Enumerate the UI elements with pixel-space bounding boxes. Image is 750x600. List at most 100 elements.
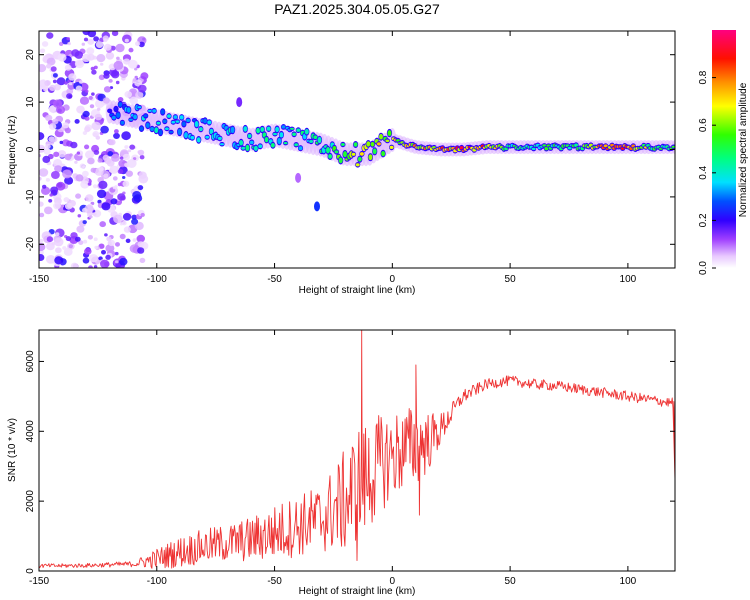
ridge-core bbox=[133, 114, 138, 120]
noise-blob bbox=[41, 186, 51, 195]
noise-blob bbox=[119, 156, 124, 160]
noise-blob bbox=[114, 251, 119, 256]
ridge-core bbox=[283, 142, 288, 145]
noise-blob bbox=[138, 174, 149, 184]
noise-blob bbox=[74, 160, 78, 164]
noise-blob bbox=[131, 218, 139, 225]
noise-blob bbox=[91, 69, 97, 75]
x-tick-label: 50 bbox=[505, 576, 517, 587]
noise-blob bbox=[128, 47, 134, 53]
ridge-core bbox=[372, 148, 377, 155]
noise-blob bbox=[111, 153, 120, 162]
noise-blob bbox=[62, 169, 72, 179]
ridge-core bbox=[277, 138, 282, 145]
noise-blob bbox=[54, 256, 64, 265]
noise-blob bbox=[122, 176, 126, 179]
noise-blob bbox=[96, 107, 101, 111]
noise-blob bbox=[89, 104, 95, 109]
noise-blob bbox=[132, 238, 137, 242]
noise-blob bbox=[84, 116, 90, 121]
noise-blob bbox=[92, 212, 97, 216]
ridge-core bbox=[266, 126, 271, 131]
ridge-core bbox=[139, 126, 144, 131]
noise-blob bbox=[52, 73, 58, 78]
ridge-core bbox=[256, 127, 261, 134]
noise-blob bbox=[124, 91, 132, 98]
noise-blob bbox=[82, 257, 90, 264]
noise-blob bbox=[39, 132, 45, 141]
ridge-core bbox=[179, 115, 184, 120]
noise-blob bbox=[98, 74, 105, 81]
ridge-core bbox=[270, 143, 275, 148]
noise-blob bbox=[130, 189, 134, 193]
ridge-core bbox=[459, 146, 464, 150]
noise-blob bbox=[109, 165, 119, 174]
noise-blob bbox=[123, 58, 131, 65]
ridge-core bbox=[181, 121, 186, 127]
noise-blob bbox=[98, 180, 108, 190]
ridge-core bbox=[120, 120, 125, 125]
noise-blob bbox=[93, 149, 100, 155]
colorbar-tick-label: 0.8 bbox=[698, 70, 709, 84]
ridge-core bbox=[173, 115, 178, 119]
noise-blob bbox=[78, 240, 84, 246]
noise-blob bbox=[49, 84, 56, 91]
noise-blob bbox=[123, 226, 131, 233]
noise-blob bbox=[84, 248, 92, 255]
noise-blob bbox=[115, 260, 119, 264]
ridge-core bbox=[298, 146, 303, 151]
noise-blob bbox=[92, 132, 98, 137]
noise-blob bbox=[111, 31, 119, 37]
noise-blob bbox=[82, 170, 89, 177]
noise-blob bbox=[40, 48, 46, 54]
ridge-core bbox=[253, 145, 258, 151]
noise-blob bbox=[64, 81, 68, 85]
ridge-core bbox=[217, 136, 222, 141]
noise-blob bbox=[53, 159, 63, 168]
noise-blob bbox=[103, 43, 112, 51]
noise-blob bbox=[117, 169, 124, 174]
noise-blob bbox=[39, 201, 44, 207]
noise-blob bbox=[68, 73, 77, 81]
noise-blob bbox=[52, 99, 63, 108]
noise-blob bbox=[87, 53, 95, 61]
noise-blob bbox=[52, 118, 59, 125]
noise-blob bbox=[75, 174, 84, 182]
noise-blob bbox=[119, 222, 124, 226]
ridge-core bbox=[294, 143, 299, 147]
noise-blob bbox=[105, 254, 111, 260]
noise-blob bbox=[76, 105, 85, 114]
ridge-core bbox=[198, 127, 203, 132]
noise-blob bbox=[92, 184, 98, 189]
colorbar-tick-label: 0.2 bbox=[698, 213, 709, 227]
x-tick-label: -50 bbox=[267, 274, 282, 285]
noise-blob bbox=[111, 70, 120, 79]
ridge-core bbox=[326, 147, 330, 154]
noise-blob bbox=[133, 194, 143, 203]
ridge-core bbox=[343, 151, 347, 158]
noise-blob bbox=[96, 189, 107, 199]
noise-blob bbox=[82, 110, 90, 118]
noise-blob bbox=[135, 91, 144, 99]
snr-y-label: SNR (10 * v/v) bbox=[7, 418, 18, 482]
ridge-core bbox=[137, 106, 142, 109]
noise-blob bbox=[103, 86, 111, 93]
noise-blob bbox=[66, 93, 73, 99]
ridge-core bbox=[154, 127, 159, 134]
ridge-core bbox=[186, 118, 191, 123]
noise-blob bbox=[94, 245, 99, 250]
noise-blob bbox=[140, 212, 145, 217]
noise-blob bbox=[70, 262, 79, 268]
noise-blob bbox=[44, 80, 51, 86]
noise-blob bbox=[115, 80, 120, 85]
noise-blob bbox=[103, 38, 108, 43]
ridge-core bbox=[366, 141, 371, 147]
noise-blob bbox=[115, 242, 120, 247]
y-tick-label: 0 bbox=[25, 146, 36, 152]
ridge-core bbox=[567, 146, 572, 150]
noise-blob bbox=[68, 244, 74, 249]
y-tick-label: -20 bbox=[25, 237, 36, 252]
spectrogram-y-ticks: 20 10 0 -10 -20 bbox=[25, 49, 675, 252]
x-tick-label: -100 bbox=[147, 274, 167, 285]
ridge-core bbox=[116, 112, 121, 118]
